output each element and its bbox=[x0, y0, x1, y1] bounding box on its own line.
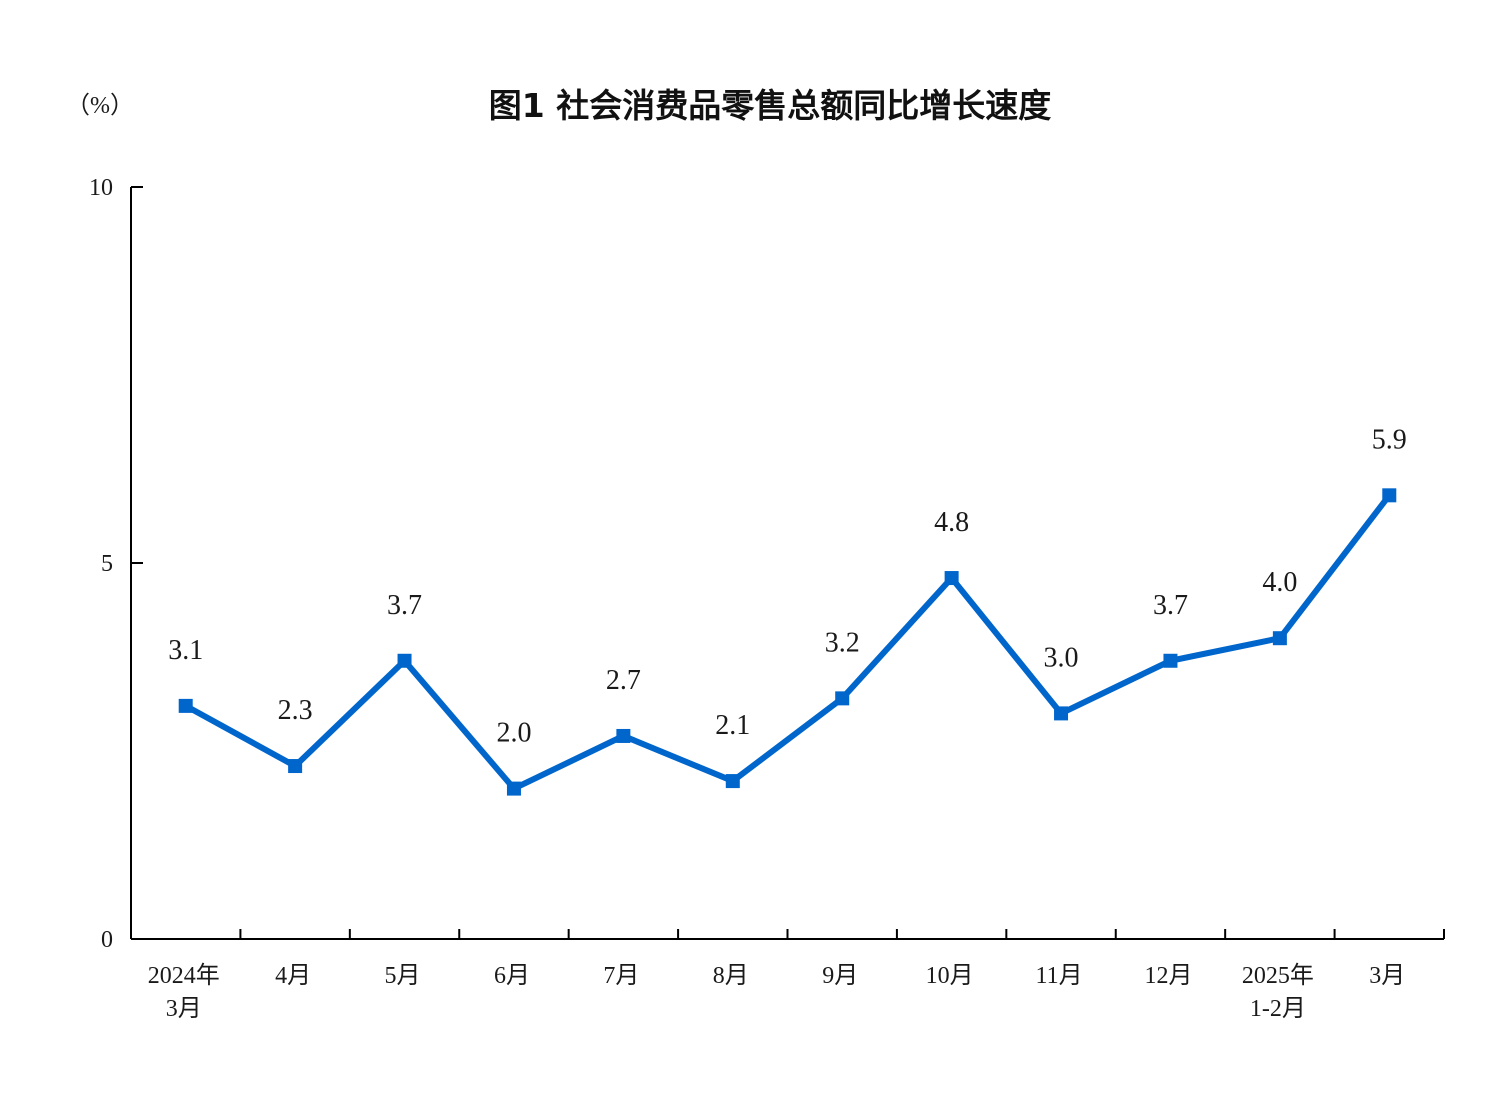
series-line bbox=[184, 493, 1392, 793]
x-tick-label: 7月 bbox=[603, 963, 639, 989]
data-label: 2.3 bbox=[278, 695, 313, 726]
data-label: 2.7 bbox=[606, 665, 641, 696]
data-point bbox=[1382, 488, 1397, 503]
data-point bbox=[288, 759, 303, 774]
data-label: 3.1 bbox=[168, 635, 203, 666]
x-tick-label: 2024年 bbox=[148, 962, 220, 989]
data-label: 3.2 bbox=[825, 627, 860, 658]
data-point bbox=[397, 653, 412, 668]
data-point bbox=[178, 698, 193, 713]
y-tick-label: 10 bbox=[89, 175, 113, 201]
x-tick-label: 3月 bbox=[1369, 963, 1405, 989]
data-point bbox=[506, 781, 521, 796]
x-tick-label: 11月 bbox=[1035, 963, 1082, 989]
data-point bbox=[616, 728, 631, 743]
data-point bbox=[1054, 706, 1069, 721]
data-point bbox=[1272, 631, 1287, 646]
x-tick-label: 9月 bbox=[822, 963, 858, 989]
data-label: 3.0 bbox=[1044, 642, 1079, 673]
data-point bbox=[1163, 653, 1178, 668]
y-axis-unit-label: （%） bbox=[66, 93, 134, 119]
chart-title: 图1 社会消费品零售总额同比增长速度 bbox=[489, 86, 1051, 125]
data-label: 5.9 bbox=[1372, 424, 1407, 455]
x-tick-label: 3月 bbox=[166, 996, 202, 1022]
data-label: 3.7 bbox=[1153, 590, 1188, 621]
data-point bbox=[725, 774, 740, 789]
data-label: 2.1 bbox=[715, 710, 750, 741]
data-label: 2.0 bbox=[496, 718, 531, 749]
x-tick-label: 8月 bbox=[713, 963, 749, 989]
data-point bbox=[944, 571, 959, 586]
data-point bbox=[835, 691, 850, 706]
data-label: 3.7 bbox=[387, 590, 422, 621]
x-tick-label: 12月 bbox=[1144, 963, 1192, 989]
x-tick-label: 1-2月 bbox=[1250, 996, 1306, 1022]
x-tick-label: 6月 bbox=[494, 963, 530, 989]
x-tick-label: 4月 bbox=[275, 963, 311, 989]
data-label: 4.8 bbox=[934, 507, 969, 538]
x-tick-label: 5月 bbox=[385, 963, 421, 989]
x-tick-label: 10月 bbox=[926, 963, 974, 989]
data-label: 4.0 bbox=[1262, 567, 1297, 598]
x-tick-label: 2025年 bbox=[1242, 962, 1314, 989]
y-tick-label: 5 bbox=[101, 551, 113, 577]
y-tick-label: 0 bbox=[101, 927, 113, 953]
